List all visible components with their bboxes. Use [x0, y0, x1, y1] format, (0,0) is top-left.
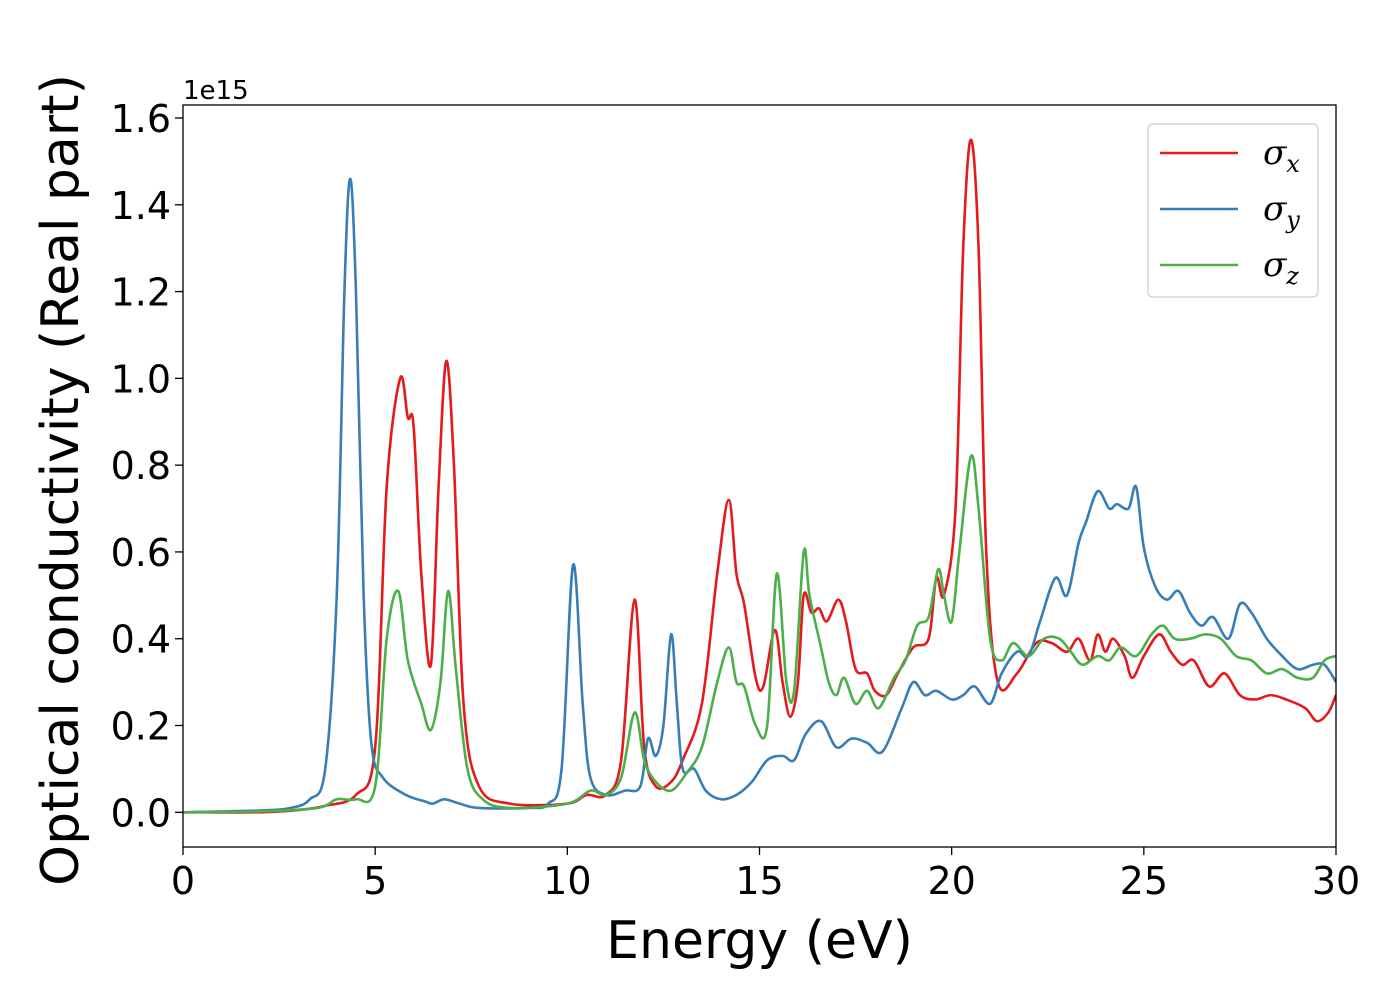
x-tick-label: 10: [543, 859, 591, 903]
y-tick-label: 0.4: [111, 618, 171, 662]
legend-box: [1147, 123, 1319, 298]
x-axis-label: Energy (eV): [606, 911, 913, 971]
y-offset-label: 1e15: [183, 76, 249, 106]
legend-subscript-x: x: [1286, 150, 1300, 178]
x-tick-label: 20: [927, 859, 975, 903]
y-tick-label: 0.2: [111, 705, 171, 749]
legend-subscript-y: y: [1285, 206, 1300, 234]
ticks-layer: 0 5 10 15 20 25 30 0.0 0.2 0.4 0.6 0.8 1.0 1.2 1.4 1.6: [111, 97, 1361, 903]
y-tick-label: 0.6: [111, 531, 171, 575]
x-tick-label: 25: [1120, 859, 1168, 903]
series-line-x: [183, 138, 1336, 814]
y-tick-label: 1.6: [111, 97, 171, 141]
series-line-y: [183, 177, 1336, 814]
y-tick-label: 1.0: [111, 357, 171, 401]
series-line-z: [183, 454, 1336, 814]
y-tick-label: 1.2: [111, 271, 171, 315]
legend-subscript-z: z: [1285, 262, 1299, 290]
x-tick-label: 0: [171, 859, 195, 903]
x-tick-label: 15: [735, 859, 783, 903]
series-layer: [183, 138, 1336, 814]
y-tick-label: 0.0: [111, 791, 171, 835]
x-tick-label: 5: [363, 859, 387, 903]
y-tick-label: 1.4: [111, 184, 171, 228]
legend-label-x: σx: [1263, 133, 1300, 178]
y-axis-label: Optical conductivity (Real part): [31, 74, 91, 886]
x-tick-label: 30: [1312, 859, 1360, 903]
y-tick-label: 0.8: [111, 444, 171, 488]
